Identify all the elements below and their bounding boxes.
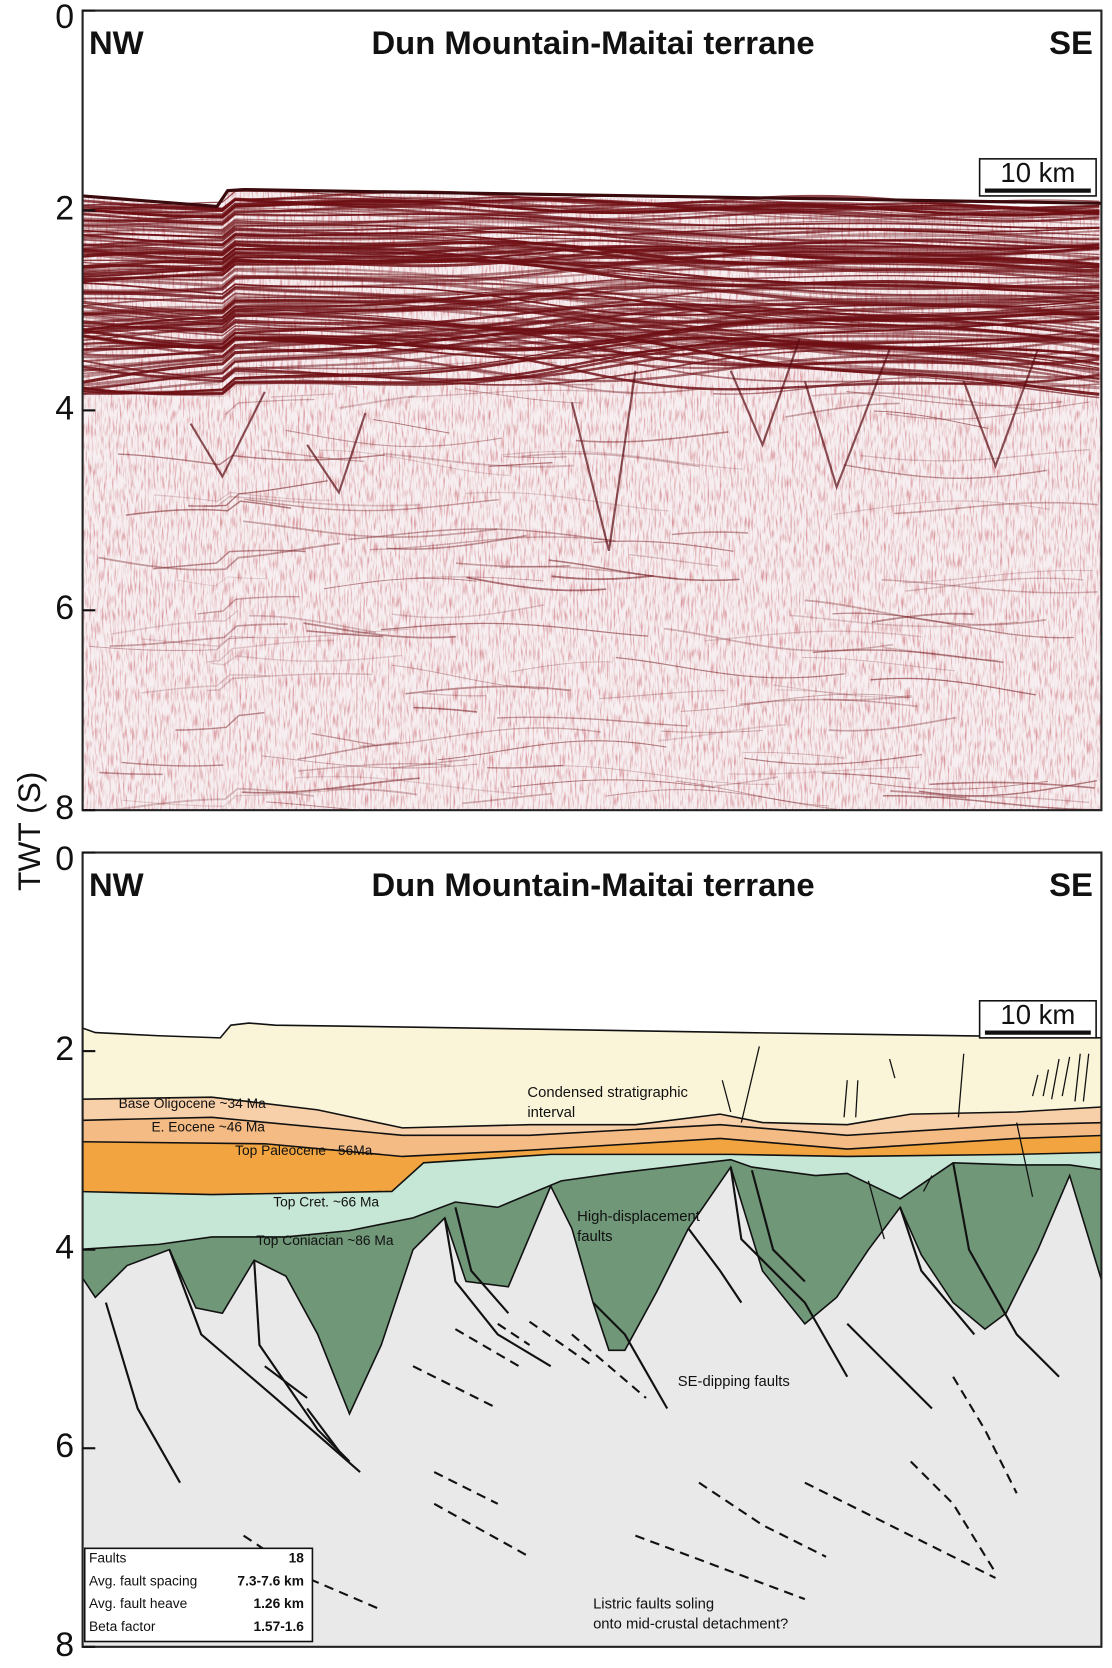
table-label: Avg. fault heave [89, 1596, 188, 1611]
table-label: Beta factor [89, 1619, 156, 1634]
annotation: onto mid-crustal detachment? [593, 1617, 788, 1633]
y-tick-label: 4 [55, 1229, 74, 1267]
horizon-label: Top Paleocene ~56Ma [235, 1143, 373, 1158]
y-tick-label: 8 [55, 1626, 74, 1664]
panel-title: Dun Mountain-Maitai terrane [371, 866, 814, 903]
annotation: faults [577, 1229, 612, 1245]
table-label: Avg. fault spacing [89, 1573, 197, 1588]
table-value: 1.57-1.6 [253, 1619, 304, 1634]
panel-title: Dun Mountain-Maitai terrane [371, 24, 814, 61]
horizon-label: Base Oligocene ~34 Ma [119, 1096, 266, 1111]
axis-label: TWT (S) [11, 772, 47, 891]
annotation: Listric faults soling [593, 1596, 714, 1612]
annotation: High-displacement [577, 1209, 700, 1225]
direction-right: SE [1049, 866, 1093, 903]
interpretation [74, 853, 1107, 1653]
reflector [625, 822, 727, 825]
reflector [791, 823, 918, 833]
direction-left: NW [89, 866, 144, 903]
annotation: interval [527, 1105, 575, 1121]
direction-right: SE [1049, 24, 1093, 61]
table-value: 18 [289, 1551, 305, 1566]
y-tick-label: 8 [55, 789, 74, 827]
annotation: SE-dipping faults [678, 1374, 790, 1390]
annotation: Condensed stratigraphic [527, 1085, 688, 1101]
figure: TWT (S) Dun Mountain-Maitai terrane NW SE 1… [0, 0, 1112, 1668]
y-tick-label: 6 [55, 589, 74, 627]
scale-bar-label: 10 km [1000, 157, 1075, 188]
table-value: 1.26 km [253, 1596, 303, 1611]
y-tick-label: 6 [55, 1427, 74, 1465]
horizon-label: Top Coniacian ~86 Ma [256, 1233, 394, 1248]
horizon-label: Top Cret. ~66 Ma [273, 1195, 379, 1210]
table-value: 7.3-7.6 km [237, 1573, 304, 1588]
y-tick-label: 2 [55, 1030, 74, 1068]
table-label: Faults [89, 1551, 127, 1566]
y-tick-label: 2 [55, 189, 74, 227]
y-tick-label: 4 [55, 389, 74, 427]
horizon-label: E. Eocene ~46 Ma [151, 1120, 265, 1135]
scale-bar-label: 10 km [1000, 999, 1075, 1030]
y-tick-label: 0 [55, 0, 74, 36]
direction-left: NW [89, 24, 144, 61]
y-tick-label: 0 [55, 840, 74, 878]
seismic-section [83, 11, 1102, 833]
